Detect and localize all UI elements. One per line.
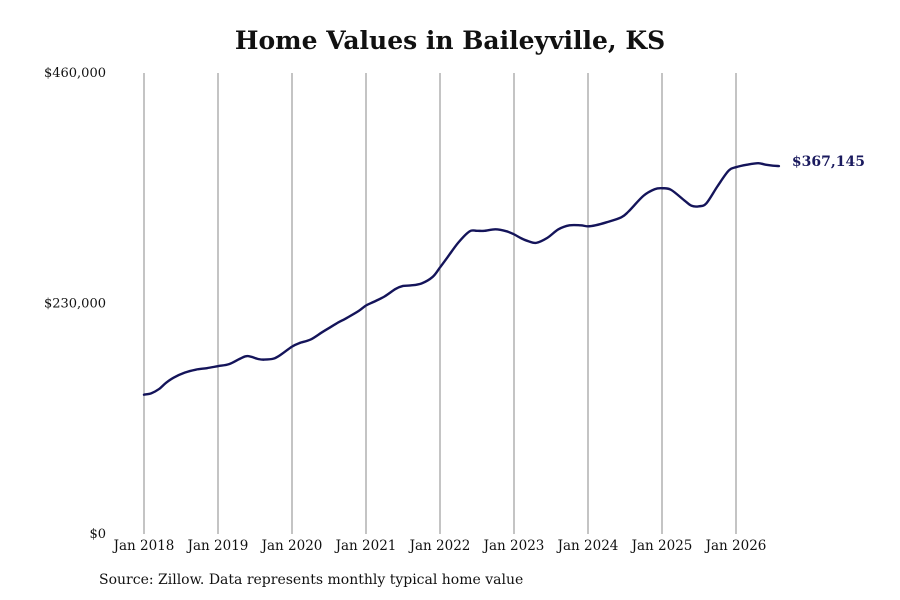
x-tick-label: Jan 2020 — [260, 538, 323, 554]
x-axis-ticks: Jan 2018 Jan 2019 Jan 2020 Jan 2021 Jan 2022… — [112, 538, 767, 554]
y-tick-label: $230,000 — [44, 297, 106, 312]
source-note: Source: Zillow. Data represents monthly … — [99, 572, 524, 588]
x-tick-label: Jan 2022 — [408, 538, 471, 554]
x-tick-label: Jan 2019 — [186, 538, 249, 554]
series-line — [142, 162, 781, 396]
grid-lines — [143, 73, 737, 534]
x-tick-label: Jan 2021 — [334, 538, 397, 554]
y-tick-label: $0 — [89, 527, 106, 542]
x-tick-label: Jan 2025 — [630, 538, 693, 554]
chart-title: Home Values in Baileyville, KS — [234, 26, 666, 55]
y-tick-label: $460,000 — [44, 66, 106, 81]
x-tick-label: Jan 2023 — [482, 538, 545, 554]
end-value-label: $367,145 — [792, 154, 865, 170]
x-tick-label: Jan 2018 — [112, 538, 175, 554]
y-axis-ticks: $0 $230,000 $460,000 — [44, 66, 106, 542]
x-tick-label: Jan 2024 — [556, 538, 619, 554]
x-tick-label: Jan 2026 — [704, 538, 767, 554]
